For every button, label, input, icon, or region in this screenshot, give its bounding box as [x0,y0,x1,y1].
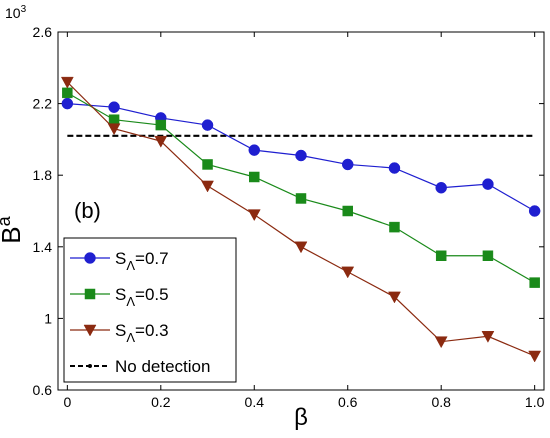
series-0 [61,97,541,217]
data-point [108,114,120,125]
data-point [294,241,308,254]
data-point [201,180,214,193]
series-2 [60,76,542,363]
legend-label: SΛ=0.5 [115,285,169,309]
data-point [528,205,541,217]
data-point [61,97,74,110]
data-point [249,171,260,183]
data-point [155,119,167,131]
data-point [482,178,494,190]
data-point [62,87,73,99]
series-layer [60,76,542,363]
y-tick-label: 1.4 [33,239,53,255]
data-point [154,135,168,148]
data-point [108,101,120,113]
data-point [201,119,214,131]
y-tick-label: 0.6 [33,382,53,398]
legend-label: SΛ=0.3 [115,321,169,345]
data-point [482,250,494,261]
x-tick-label: 0.6 [338,394,358,410]
data-point [247,209,261,222]
data-point [341,158,354,171]
data-point [528,350,542,363]
x-tick-label: 0.4 [245,394,265,410]
y-axis-label: Ba [0,215,26,243]
data-point [295,193,307,204]
x-tick-label: 0.8 [431,394,451,410]
y-multiplier: 103 [5,4,27,21]
data-point [341,266,355,279]
axis-ticks [58,31,544,391]
data-point [529,277,540,288]
y-tick-label: 1.8 [33,167,53,183]
legend-label: SΛ=0.7 [115,249,169,273]
data-point [60,76,74,89]
x-tick-label: 0.2 [151,394,171,410]
panel-label: (b) [74,198,101,223]
data-point [388,162,401,174]
tick-labels: 0 0.2 0.4 0.6 0.8 1.0 0.6 1 1.4 1.8 2.2 2.6 [33,24,545,410]
y-tick-label: 2.6 [33,24,53,40]
x-tick-label: 0 [63,394,71,410]
legend-marker [83,324,97,337]
x-axis-label: β [294,404,308,431]
legend-marker [84,252,96,264]
legend-marker [84,288,96,300]
data-point [481,331,495,343]
data-point [248,144,261,156]
data-point [388,291,401,304]
data-point [435,250,447,261]
data-point [295,149,307,162]
data-point [435,181,447,194]
data-point [389,221,400,233]
legend-label: No detection [115,357,210,376]
legend: SΛ=0.7 SΛ=0.5 SΛ=0.3 No detection [63,237,237,383]
x-tick-label: 1.0 [525,394,545,410]
data-point [202,159,213,170]
data-point [107,123,121,136]
y-tick-label: 2.2 [33,96,53,112]
legend-marker [88,364,92,368]
series-1 [62,87,540,288]
data-point [434,336,448,349]
y-tick-label: 1 [44,310,52,326]
data-point [342,205,353,217]
